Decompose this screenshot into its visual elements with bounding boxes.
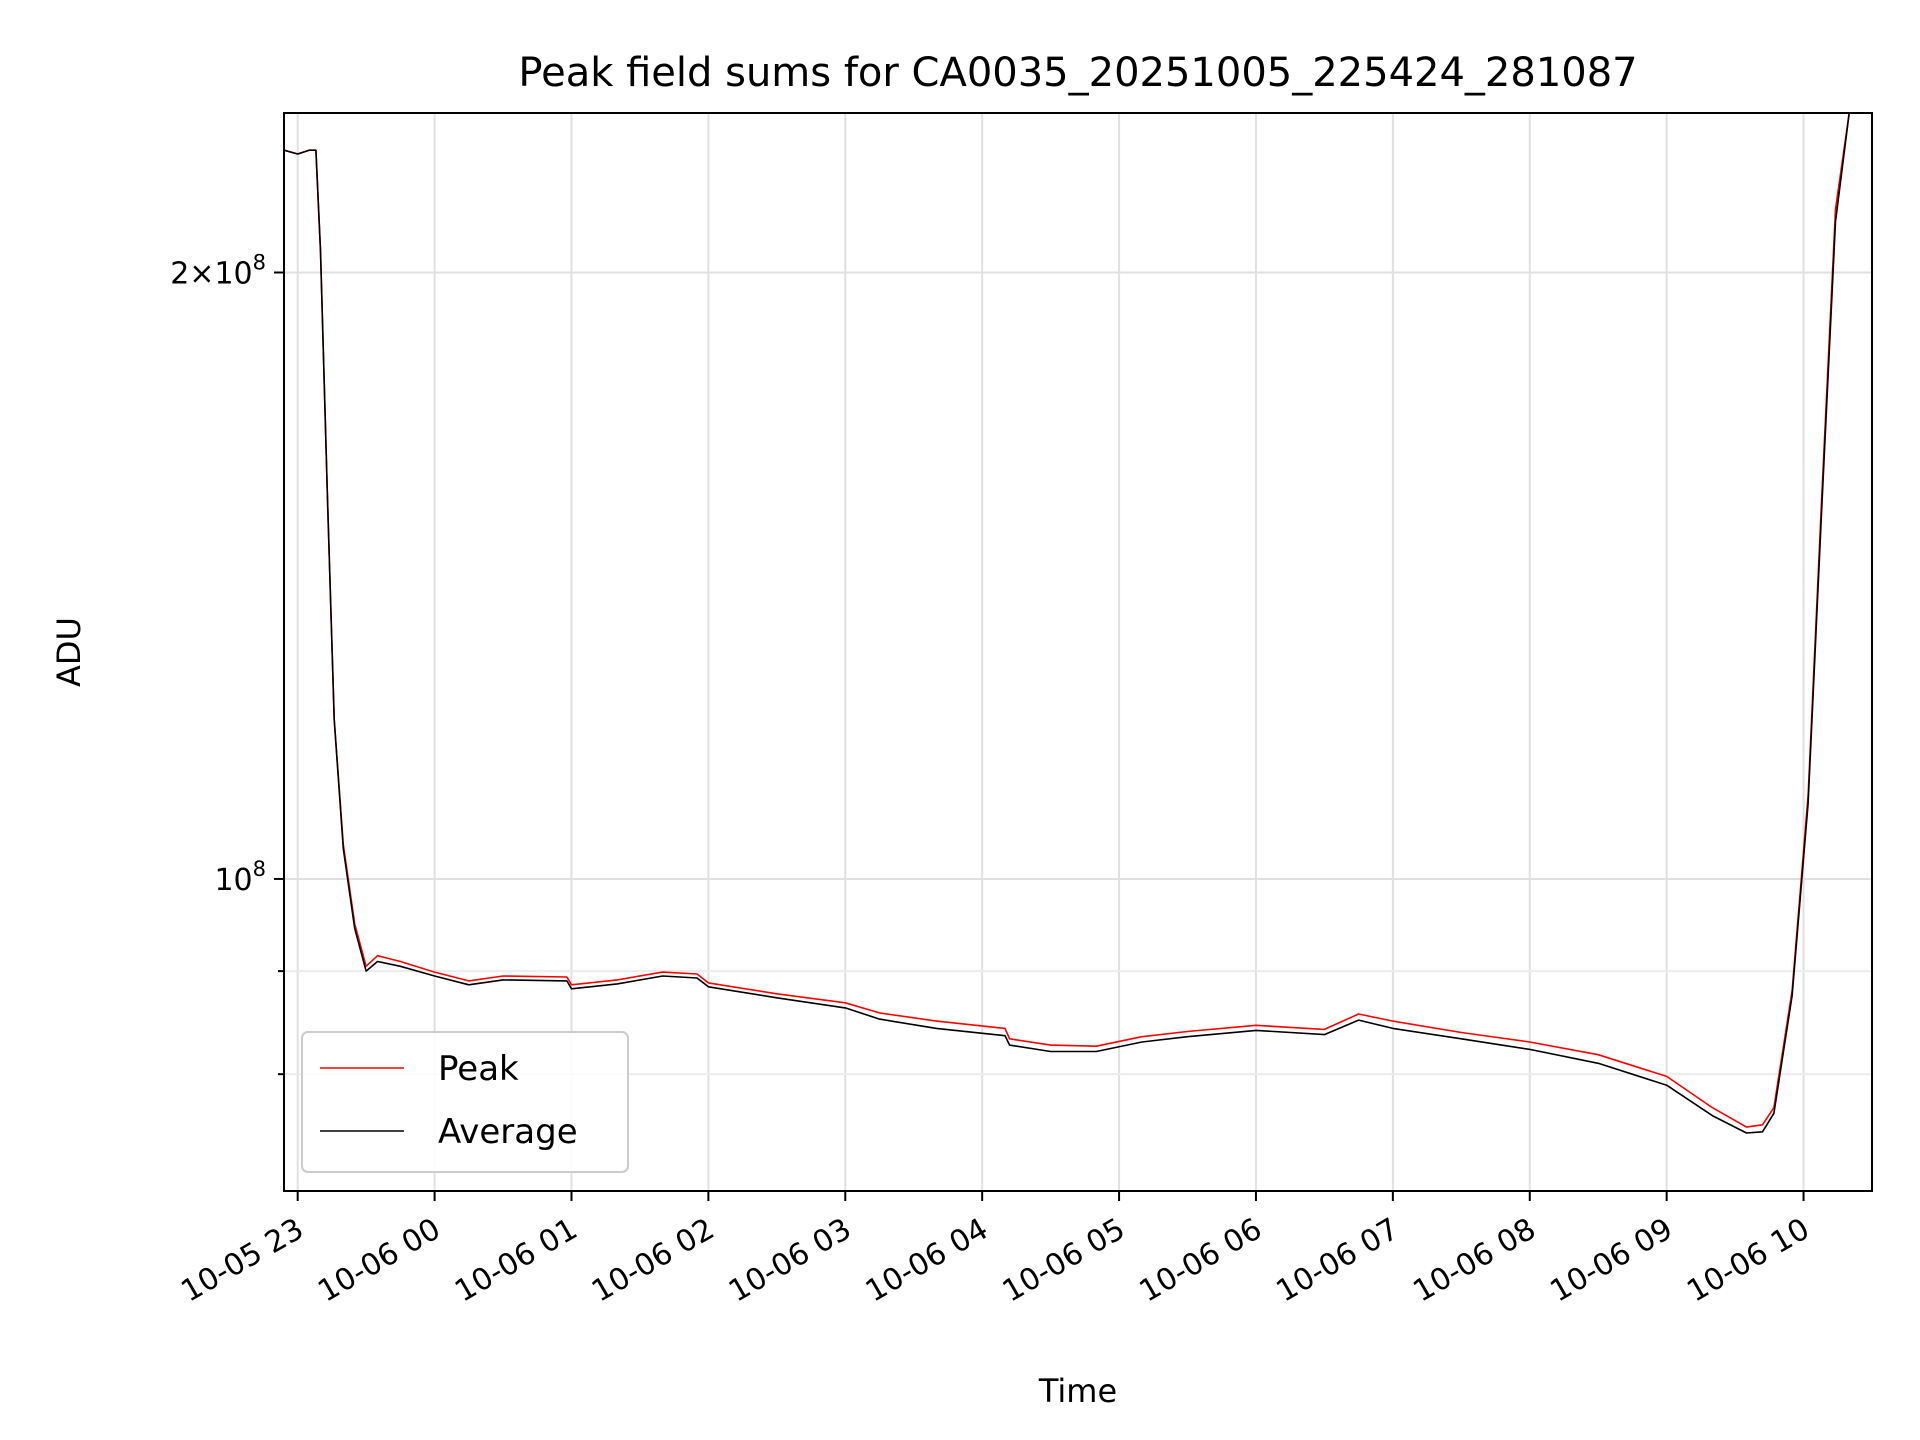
- legend-label-average: Average: [438, 1112, 578, 1152]
- y-tick-label: 108: [214, 857, 266, 898]
- y-tick-base: 10: [214, 863, 252, 898]
- y-tick-times: ×: [189, 257, 214, 292]
- chart-title: Peak field sums for CA0035_20251005_2254…: [518, 50, 1637, 96]
- y-tick-coef: 2: [170, 257, 189, 292]
- gridlines: [284, 113, 1872, 1191]
- y-tick-base: 10: [214, 257, 252, 292]
- y-tick-exp: 8: [253, 857, 266, 881]
- legend-label-peak: Peak: [438, 1049, 519, 1089]
- series-line-average: [284, 113, 1872, 1134]
- legend: Peak Average: [301, 1031, 629, 1173]
- y-tick-exp: 8: [253, 251, 266, 275]
- y-axis-label: ADU: [50, 617, 88, 687]
- legend-box: [301, 1031, 629, 1173]
- x-axis-label: Time: [1038, 1372, 1117, 1410]
- series-layer: [284, 113, 1872, 1134]
- plot-frame: [283, 112, 1873, 1192]
- y-tick-label: 2×108: [170, 251, 266, 292]
